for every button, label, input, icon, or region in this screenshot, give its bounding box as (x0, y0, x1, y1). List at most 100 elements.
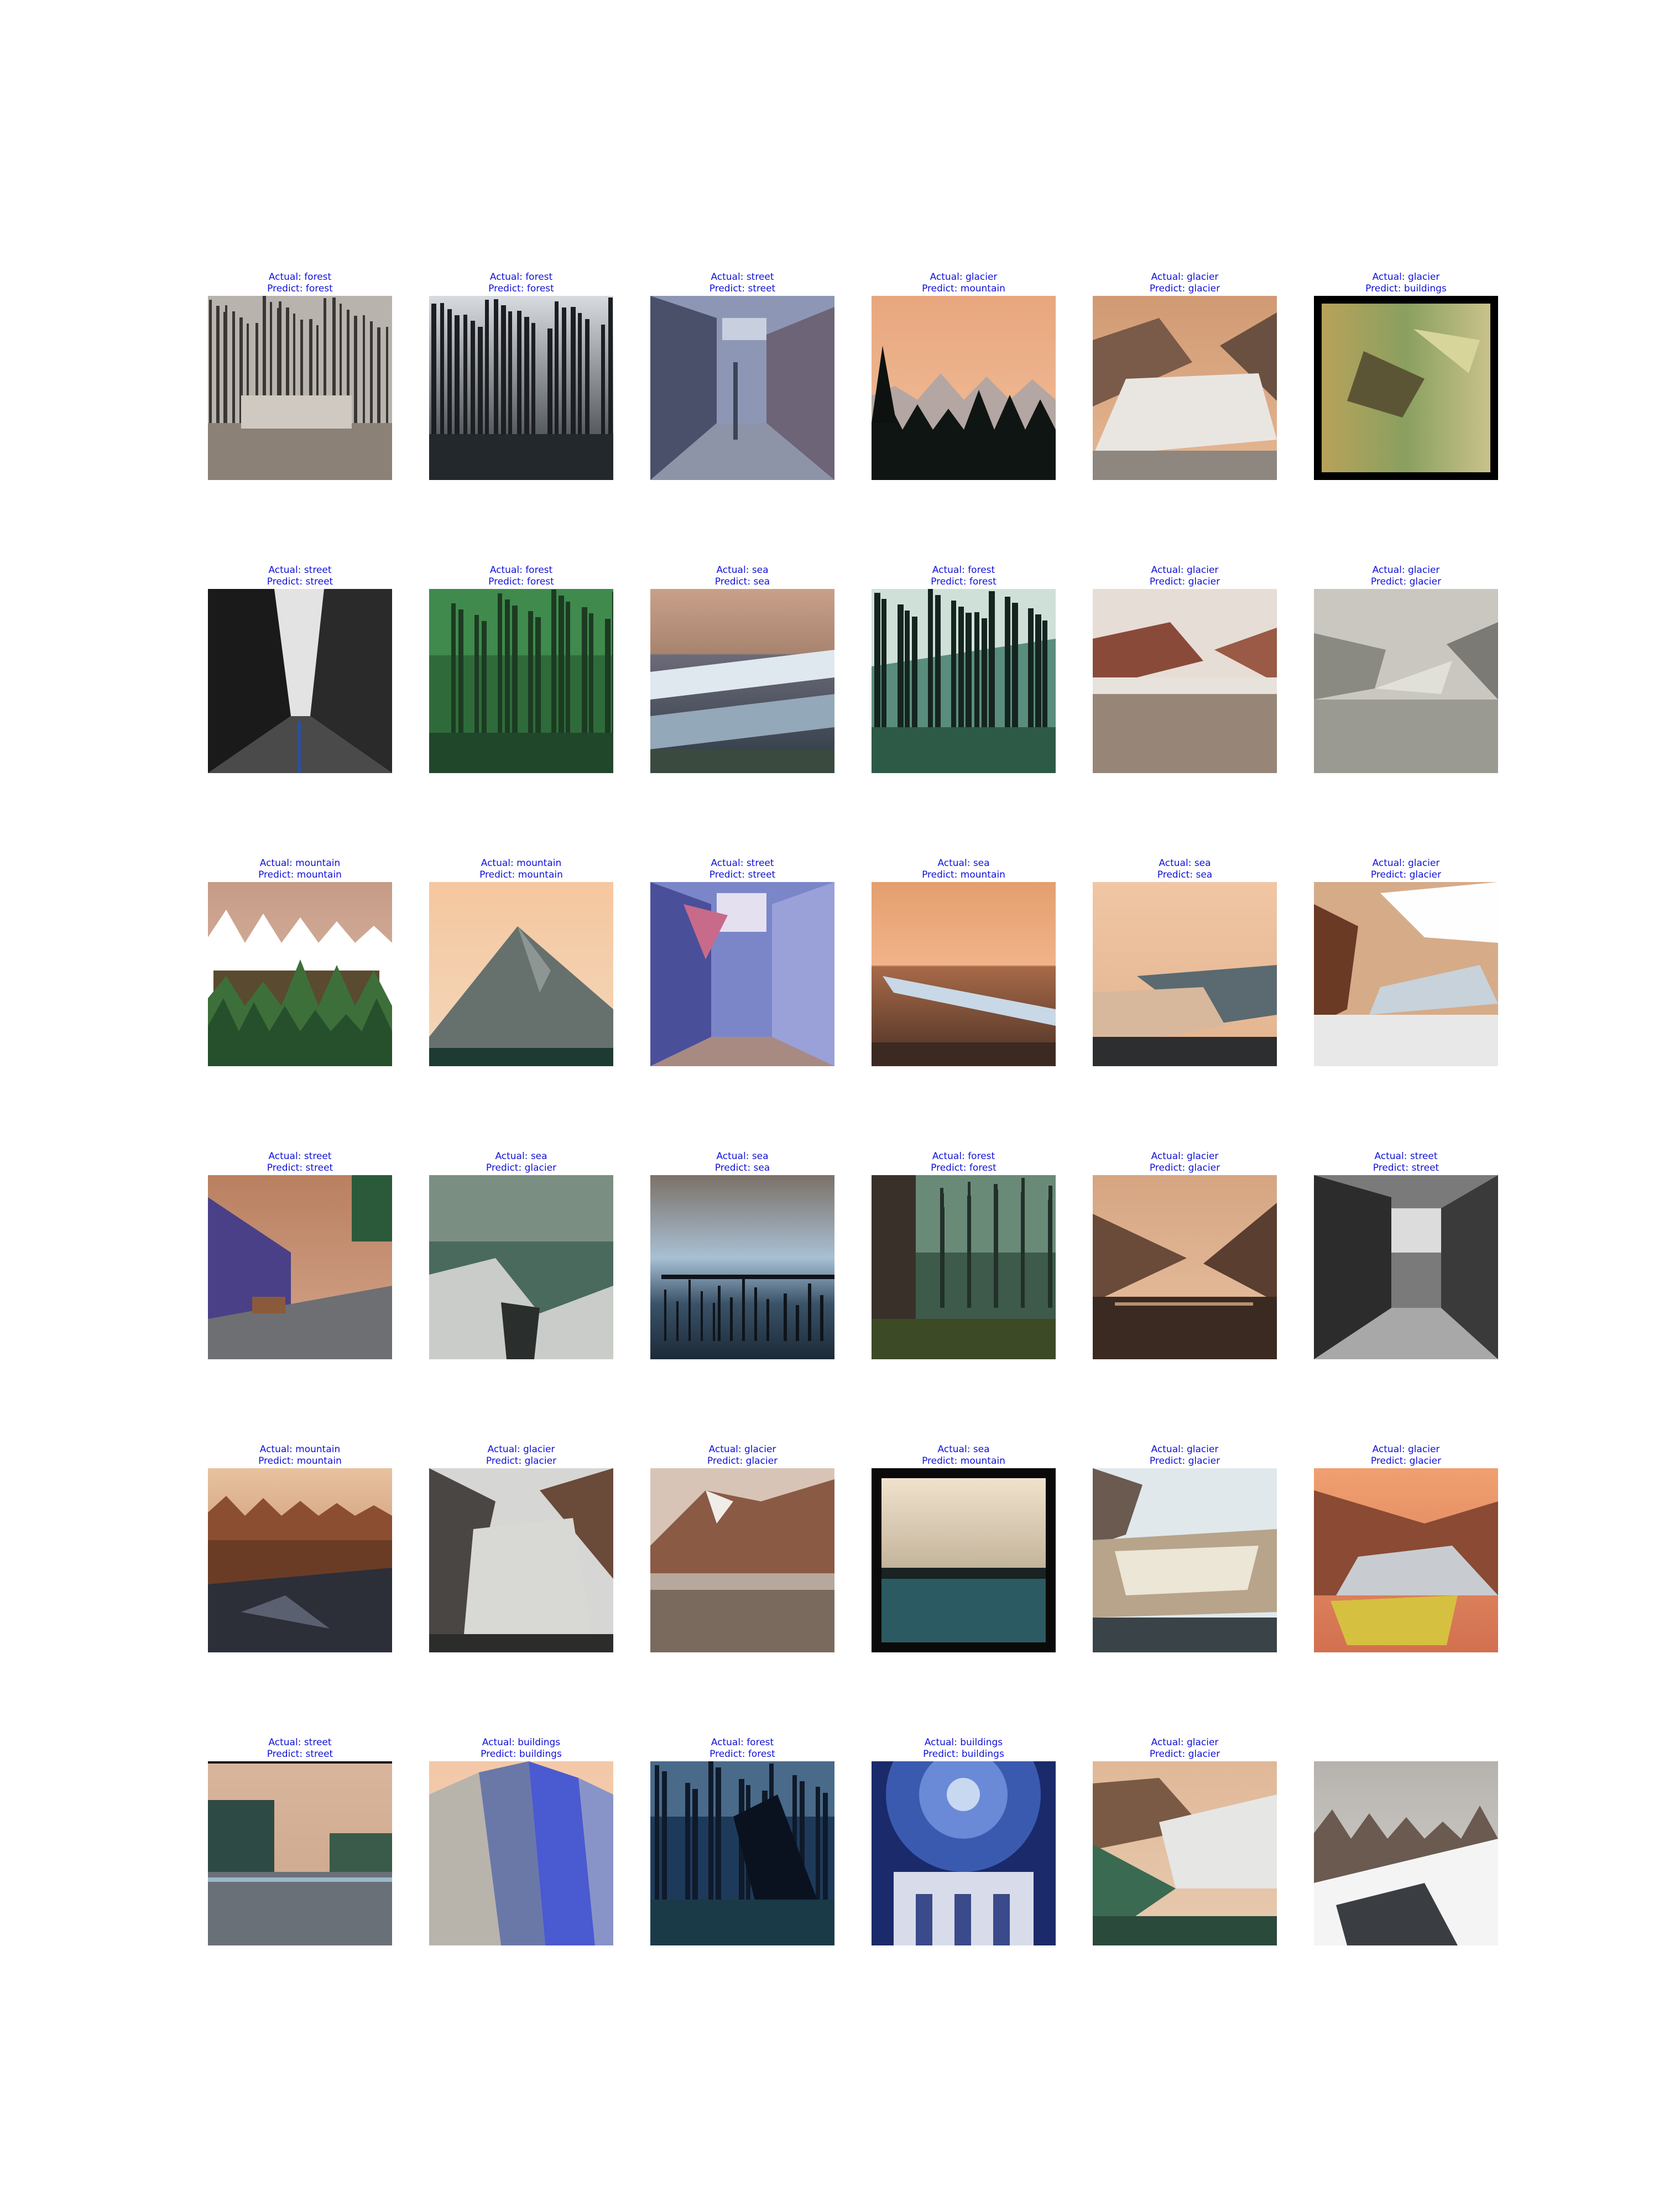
grid-cell: Actual: street Predict: street (1314, 1151, 1498, 1359)
actual-label: Actual: forest (932, 565, 995, 576)
actual-label: Actual: sea (716, 1151, 769, 1162)
prediction-caption: Actual: forest Predict: forest (407, 565, 635, 588)
predict-label: Predict: buildings (923, 1749, 1004, 1760)
prediction-caption: Actual: mountain Predict: mountain (407, 858, 635, 881)
grid-cell: Actual: glacier Predict: glacier (1093, 1737, 1277, 1945)
actual-label: Actual: glacier (930, 272, 998, 283)
predict-label: Predict: mountain (922, 283, 1005, 294)
prediction-caption: Actual: glacier Predict: buildings (1292, 272, 1520, 295)
grid-cell: Actual: street Predict: street (208, 1151, 392, 1359)
predict-label: Predict: glacier (1149, 576, 1220, 587)
grid-cell: Actual: glacier Predict: glacier (1093, 1151, 1277, 1359)
predict-label: Predict: street (709, 869, 776, 880)
grid-cell: Actual: glacier Predict: glacier (1314, 1444, 1498, 1652)
predict-label: Predict: forest (488, 283, 554, 294)
thumbnail-image (872, 1468, 1056, 1652)
predict-label: Predict: glacier (1370, 869, 1442, 880)
predict-label: Predict: glacier (1149, 1749, 1220, 1760)
thumbnail-image (872, 589, 1056, 773)
actual-label: Actual: forest (268, 272, 332, 283)
actual-label: Actual: forest (932, 1151, 995, 1162)
thumbnail-image (429, 296, 613, 480)
thumbnail-image (1093, 296, 1277, 480)
prediction-caption: Actual: glacier Predict: glacier (407, 1444, 635, 1467)
grid-cell: Actual: glacier Predict: glacier (1093, 272, 1277, 480)
prediction-caption: Actual: street Predict: street (186, 1737, 414, 1760)
actual-label: Actual: street (268, 1151, 332, 1162)
predict-label: Predict: glacier (1149, 283, 1220, 294)
thumbnail-image (429, 1468, 613, 1652)
predict-label: Predict: street (709, 283, 776, 294)
actual-label: Actual: glacier (1372, 565, 1440, 576)
grid-cell: Actual: glacier Predict: glacier (650, 1444, 834, 1652)
actual-label: Actual: glacier (487, 1444, 555, 1455)
grid-cell: Actual: sea Predict: sea (650, 1151, 834, 1359)
prediction-caption: Actual: street Predict: street (186, 1151, 414, 1174)
actual-label: Actual: forest (489, 565, 553, 576)
predict-label: Predict: forest (931, 576, 997, 587)
prediction-caption: Actual: glacier Predict: glacier (628, 1444, 857, 1467)
predict-label: Predict: sea (714, 1162, 770, 1173)
prediction-caption: Actual: glacier Predict: mountain (849, 272, 1078, 295)
grid-cell: Actual: glacier Predict: glacier (1314, 565, 1498, 773)
prediction-caption: Actual: forest Predict: forest (407, 272, 635, 295)
actual-label: Actual: sea (1159, 858, 1211, 869)
thumbnail-image (208, 1175, 392, 1359)
thumbnail-image (650, 882, 834, 1066)
grid-cell: Actual: street Predict: street (208, 565, 392, 773)
grid-cell: Actual: mountain Predict: mountain (208, 1444, 392, 1652)
thumbnail-image (1314, 882, 1498, 1066)
grid-cell: Actual: sea Predict: mountain (872, 858, 1056, 1066)
grid-cell: Actual: mountain Predict: mountain (429, 858, 613, 1066)
grid-cell: Actual: street Predict: street (650, 858, 834, 1066)
prediction-caption: Actual: street Predict: street (186, 565, 414, 588)
predict-label: Predict: street (267, 1749, 333, 1760)
thumbnail-image (1093, 1468, 1277, 1652)
prediction-caption: Actual: forest Predict: forest (849, 1151, 1078, 1174)
grid-cell: Actual: sea Predict: mountain (872, 1444, 1056, 1652)
grid-cell: Actual: glacier Predict: mountain (872, 272, 1056, 480)
grid-cell: Actual: glacier Predict: glacier (1314, 858, 1498, 1066)
actual-label: Actual: glacier (1372, 272, 1440, 283)
grid-cell: Actual: sea Predict: sea (1093, 858, 1277, 1066)
grid-cell: Actual: glacier Predict: glacier (1093, 565, 1277, 773)
thumbnail-image (429, 589, 613, 773)
predict-label: Predict: glacier (707, 1455, 778, 1467)
thumbnail-image (1314, 296, 1498, 480)
predict-label: Predict: glacier (1149, 1455, 1220, 1467)
prediction-caption: Actual: glacier Predict: glacier (1071, 1737, 1299, 1760)
predict-label: Predict: forest (488, 576, 554, 587)
grid-cell: Actual: sea Predict: glacier (429, 1151, 613, 1359)
prediction-caption: Actual: street Predict: street (628, 272, 857, 295)
thumbnail-image (429, 882, 613, 1066)
grid-cell: Actual: forest Predict: forest (872, 565, 1056, 773)
thumbnail-image (650, 589, 834, 773)
actual-label: Actual: mountain (259, 858, 341, 869)
grid-cell: Actual: glacier Predict: glacier (1093, 1444, 1277, 1652)
thumbnail-image (1314, 1175, 1498, 1359)
predict-label: Predict: mountain (258, 869, 342, 880)
thumbnail-image (1093, 589, 1277, 773)
actual-label: Actual: forest (489, 272, 553, 283)
prediction-caption: Actual: mountain Predict: mountain (186, 858, 414, 881)
prediction-caption: Actual: street Predict: street (628, 858, 857, 881)
grid-cell: Actual: glacier Predict: glacier (429, 1444, 613, 1652)
thumbnail-image (208, 589, 392, 773)
prediction-caption: Actual: sea Predict: glacier (407, 1151, 635, 1174)
thumbnail-image (1093, 1175, 1277, 1359)
thumbnail-image (872, 882, 1056, 1066)
prediction-caption: Actual: sea Predict: mountain (849, 1444, 1078, 1467)
thumbnail-image (872, 296, 1056, 480)
predict-label: Predict: glacier (1370, 1455, 1442, 1467)
actual-label: Actual: sea (937, 858, 990, 869)
predict-label: Predict: sea (714, 576, 770, 587)
predict-label: Predict: street (1373, 1162, 1439, 1173)
predict-label: Predict: buildings (1365, 283, 1447, 294)
grid-cell: Actual: forest Predict: forest (650, 1737, 834, 1945)
predict-label: Predict: glacier (1149, 1162, 1220, 1173)
prediction-caption: Actual: buildings Predict: buildings (407, 1737, 635, 1760)
predict-label: Predict: forest (931, 1162, 997, 1173)
grid-cell: Actual: mountain Predict: mountain (208, 858, 392, 1066)
actual-label: Actual: glacier (1372, 1444, 1440, 1455)
thumbnail-image (429, 1761, 613, 1945)
